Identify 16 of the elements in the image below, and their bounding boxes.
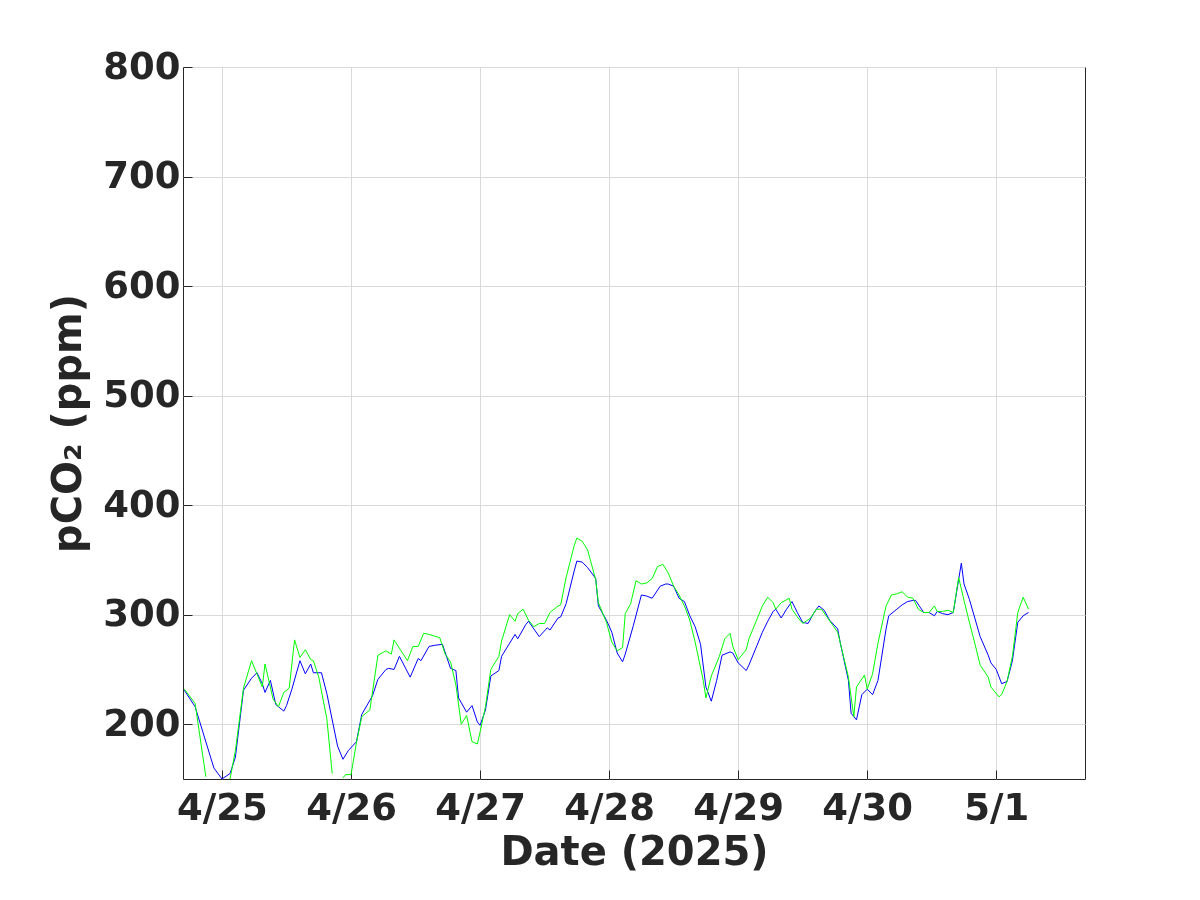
x-tick-label: 4/25	[177, 785, 268, 829]
x-tick-label: 4/26	[306, 785, 397, 829]
x-tick-label: 4/29	[693, 785, 785, 829]
y-tick-label: 800	[103, 44, 181, 88]
y-tick-label: 300	[103, 592, 181, 636]
y-tick-label: 200	[103, 701, 181, 745]
y-tick-label: 400	[103, 482, 181, 526]
y-tick-label: 600	[103, 263, 181, 307]
y-tick-label: 500	[103, 373, 181, 417]
y-tick-label: 700	[103, 154, 181, 198]
x-tick-label: 4/27	[435, 785, 526, 829]
x-tick-label: 4/28	[564, 785, 656, 829]
y-axis-title: pCO₂ (ppm)	[44, 294, 91, 553]
x-axis-title: Date (2025)	[500, 827, 769, 874]
x-tick-label: 5/1	[964, 785, 1030, 829]
x-tick-label: 4/30	[822, 785, 914, 829]
